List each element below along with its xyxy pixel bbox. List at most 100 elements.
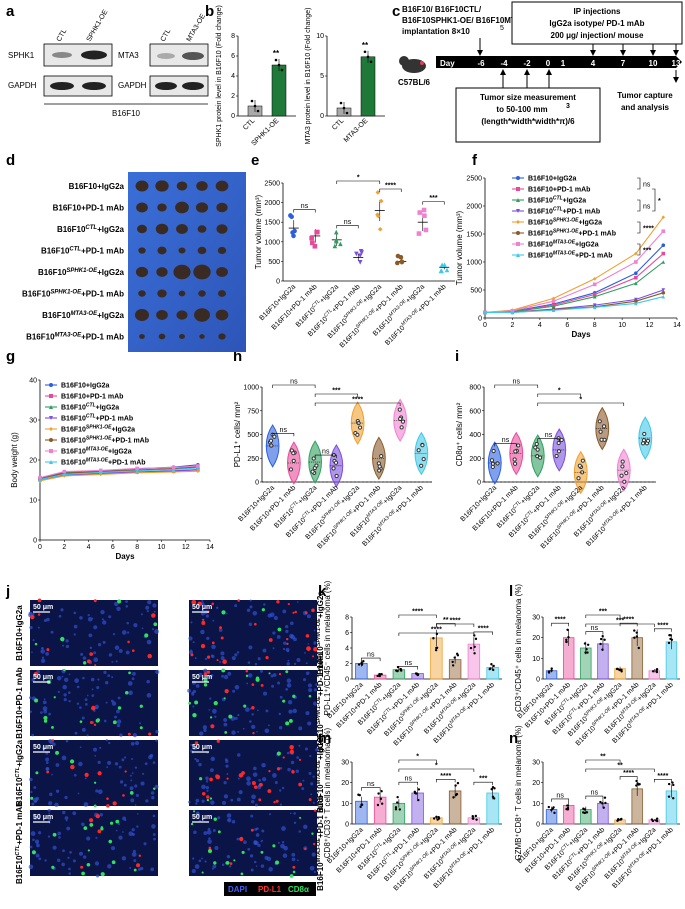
wb-band xyxy=(157,53,175,59)
dapi-spot xyxy=(107,864,112,869)
cd8-spot xyxy=(288,719,293,723)
cd8-spot xyxy=(209,716,213,719)
k-point xyxy=(399,667,402,671)
dapi-spot xyxy=(194,864,200,869)
i-point xyxy=(490,464,495,470)
c-day-tick: 1 xyxy=(561,59,566,68)
c-ip-line: 200 μg/ injection/ mouse xyxy=(551,31,644,40)
i-ytick-label: 200 xyxy=(469,456,481,463)
e-point xyxy=(310,240,315,246)
i-sig-label: ns xyxy=(513,379,521,386)
dapi-spot xyxy=(195,759,200,763)
pdl1-spot xyxy=(131,649,135,652)
l-point xyxy=(599,637,603,641)
panel-letter-k: k xyxy=(318,583,327,600)
dapi-spot xyxy=(282,647,286,651)
cd8-spot xyxy=(53,696,56,699)
dapi-spot xyxy=(116,709,120,714)
scale-bar-label: 50 μm xyxy=(33,744,53,751)
cd8-spot xyxy=(100,872,105,877)
pdl1-spot xyxy=(197,601,202,607)
dapi-spot xyxy=(45,767,50,771)
f-series-point xyxy=(661,215,666,219)
dapi-spot xyxy=(214,715,217,718)
dapi-spot xyxy=(272,631,276,635)
dapi-spot xyxy=(206,789,209,792)
dapi-spot xyxy=(95,836,98,840)
i-sig-bracket xyxy=(537,393,582,397)
b-ytick-label: 5 xyxy=(320,73,324,80)
dapi-spot xyxy=(106,766,109,769)
pdl1-spot xyxy=(207,655,211,659)
h-point xyxy=(420,443,425,448)
dapi-spot xyxy=(95,789,99,793)
dapi-spot xyxy=(227,671,232,676)
b-category: CTL xyxy=(242,117,256,131)
dapi-spot xyxy=(111,676,114,679)
dapi-spot xyxy=(312,801,315,804)
dapi-spot xyxy=(287,700,293,705)
dapi-spot xyxy=(295,769,300,773)
dapi-spot xyxy=(257,657,261,661)
mouse-icon-head xyxy=(399,56,409,66)
e-point xyxy=(291,233,296,239)
pdl1-spot xyxy=(211,602,214,606)
dapi-spot xyxy=(100,609,105,615)
i-ytick-label: 0 xyxy=(477,480,481,487)
k-sig-bracket xyxy=(398,632,475,636)
h-point xyxy=(419,463,424,468)
m-point xyxy=(376,803,380,807)
dapi-spot xyxy=(264,855,269,860)
b-point xyxy=(339,101,343,105)
e-point xyxy=(333,229,339,235)
i-sig-label: * xyxy=(558,388,561,395)
dapi-spot xyxy=(225,764,229,768)
pdl1-spot xyxy=(86,659,91,664)
dapi-spot xyxy=(45,652,49,656)
dapi-spot xyxy=(134,784,138,788)
dapi-spot xyxy=(212,829,216,832)
dapi-spot xyxy=(131,828,135,832)
dapi-spot xyxy=(222,800,226,805)
j-group-label: B16F10MTA3-OE+PD-1 mAb xyxy=(316,795,325,891)
dapi-spot xyxy=(129,786,134,791)
pdl1-spot xyxy=(298,758,302,761)
n-point xyxy=(601,802,604,805)
l-point xyxy=(547,671,551,674)
pdl1-spot xyxy=(89,818,94,823)
n-sig-bracket xyxy=(619,776,638,780)
k-point xyxy=(432,637,435,640)
wb-col-sphk1oe: SPHK1-OE xyxy=(86,9,110,43)
h-point xyxy=(416,448,421,453)
k-point xyxy=(492,664,495,668)
cd8-spot xyxy=(276,751,281,756)
dapi-spot xyxy=(127,681,133,686)
dapi-spot xyxy=(144,762,148,766)
dapi-spot xyxy=(64,795,68,800)
f-xtick-label: 2 xyxy=(510,322,514,329)
pdl1-spot xyxy=(89,720,93,724)
dapi-spot xyxy=(57,690,60,694)
tumor xyxy=(216,202,228,213)
pdl1-spot xyxy=(252,731,255,735)
dapi-spot xyxy=(141,627,144,630)
i-point xyxy=(599,437,604,442)
dapi-spot xyxy=(272,647,275,650)
pdl1-spot xyxy=(298,782,302,787)
f-series-point xyxy=(592,305,597,310)
e-ytick-label: 2500 xyxy=(264,181,280,188)
g-xtick-label: 4 xyxy=(87,544,91,551)
dapi-spot xyxy=(192,641,195,644)
dapi-spot xyxy=(251,794,256,800)
l-sig-bracket xyxy=(619,622,638,627)
cd8-spot xyxy=(209,797,213,800)
b-ytick-label: 6 xyxy=(231,53,235,60)
dapi-spot xyxy=(152,603,157,608)
l-sig-label: *** xyxy=(599,609,607,616)
cd8-spot xyxy=(128,671,131,675)
g-series-point xyxy=(38,477,42,482)
dapi-spot xyxy=(207,839,212,844)
dapi-spot xyxy=(267,724,270,727)
l-point xyxy=(633,629,636,632)
dapi-spot xyxy=(93,657,99,663)
